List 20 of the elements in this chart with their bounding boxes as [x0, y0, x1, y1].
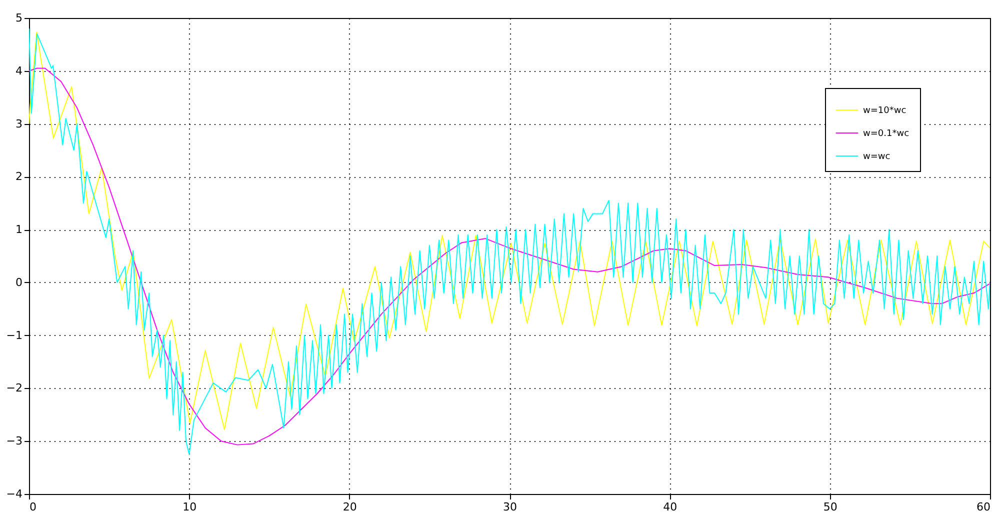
- x-tick-label: 50: [823, 500, 838, 514]
- y-tick-label: 5: [16, 12, 22, 24]
- legend-label: w=wc: [863, 152, 890, 162]
- y-tick-label: 3: [16, 117, 22, 130]
- y-tick-label: 4: [16, 64, 22, 78]
- x-tick-label: 0: [30, 500, 36, 514]
- y-tick-label: −3: [6, 434, 22, 448]
- y-tick-label: −2: [6, 382, 22, 395]
- legend-label: w=10*wc: [863, 106, 906, 116]
- y-tick-label: 0: [16, 276, 22, 289]
- y-tick-label: −4: [6, 488, 22, 500]
- y-tick-label: 1: [16, 223, 22, 236]
- x-tick-label: 40: [663, 500, 678, 514]
- x-tick-label: 10: [182, 500, 197, 514]
- x-tick-label: 20: [342, 500, 357, 514]
- y-tick-label: −1: [6, 328, 22, 342]
- y-tick-label: 2: [16, 170, 22, 184]
- x-tick-label: 30: [503, 500, 517, 514]
- legend-label: w=0.1*wc: [863, 129, 910, 139]
- x-tick-label: 60: [976, 500, 990, 514]
